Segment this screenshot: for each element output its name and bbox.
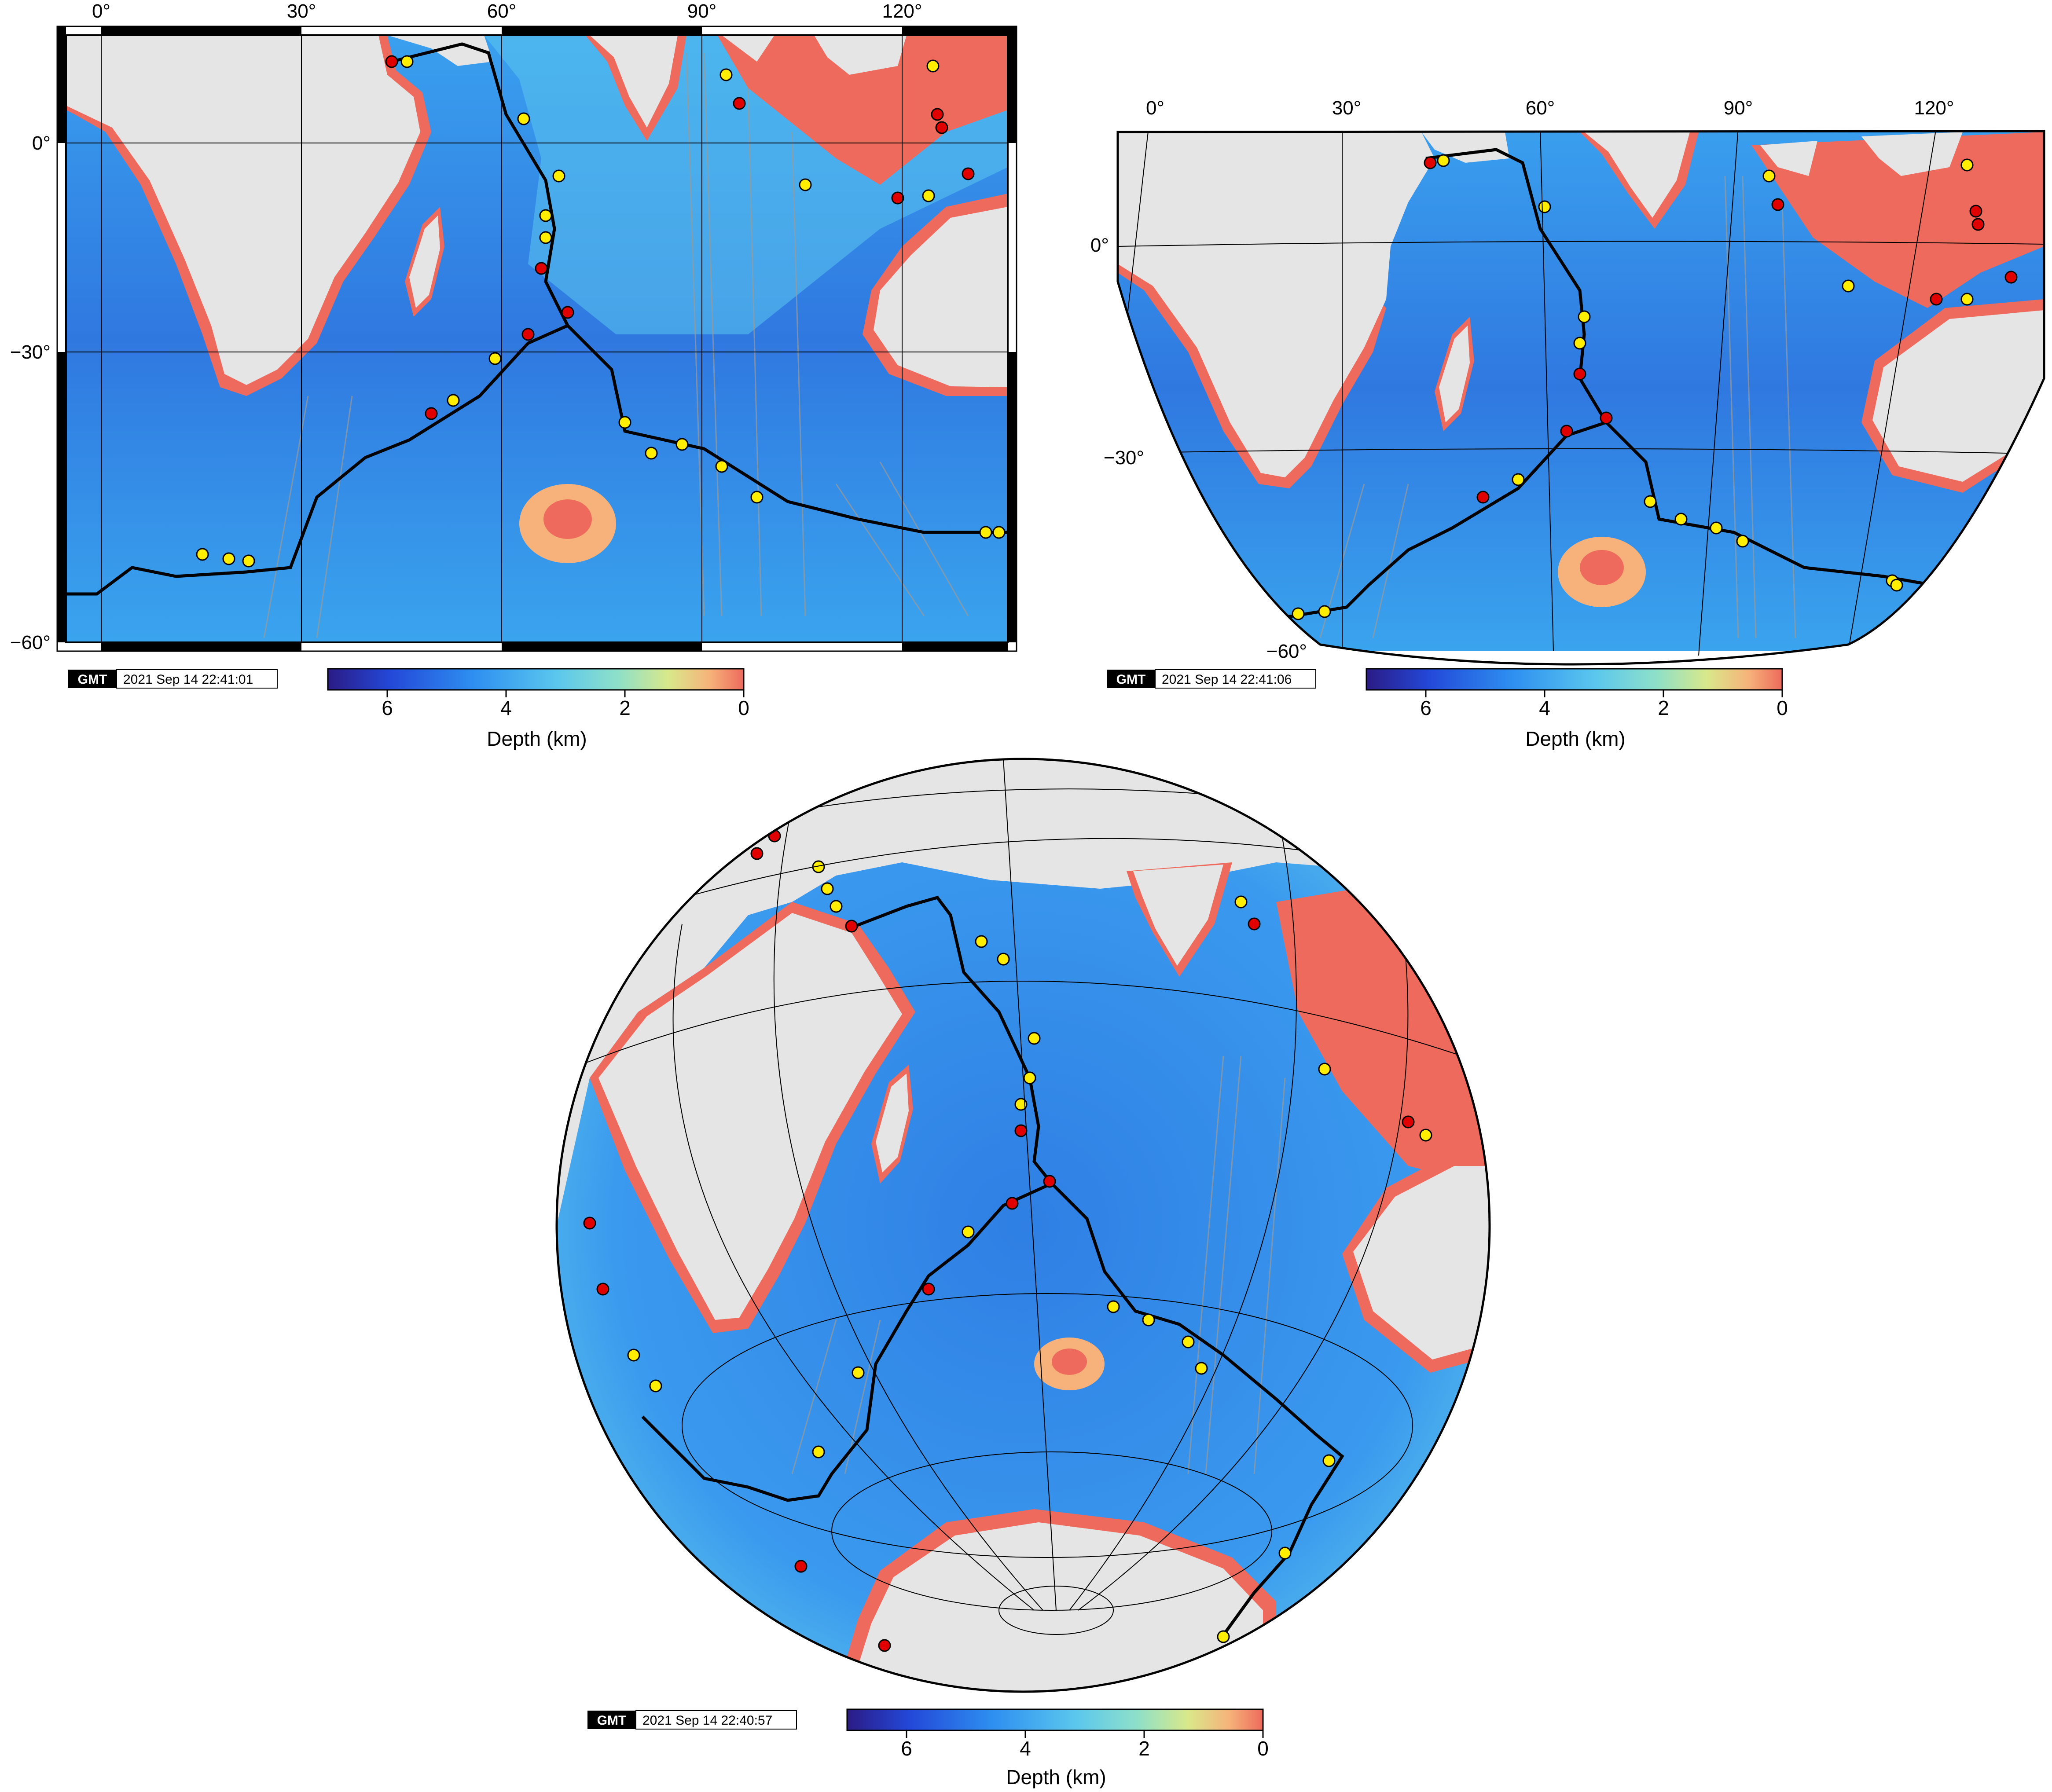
southeast-asia-land — [722, 35, 907, 75]
colorbar-tick: 0 — [1777, 696, 1788, 719]
gmt-logo-box — [587, 1711, 636, 1729]
conic-timestamp-stamp: GMT 2021 Sep 14 22:41:06 — [1107, 669, 1316, 689]
conic-colorbar: 6 4 2 0 Depth (km) — [1366, 668, 1788, 750]
colorbar-ramp — [846, 1708, 1264, 1731]
earthquake-markers — [196, 55, 1006, 568]
mercator-colorbar: 6 4 2 0 Depth (km) — [327, 668, 749, 750]
conic-map-body — [1118, 131, 2044, 656]
conic-lat-labels: 0° −30° −60° — [1090, 235, 1307, 662]
sunda-shelf — [717, 35, 1008, 185]
mid-ocean-ridges — [66, 42, 1008, 596]
madagascar-land — [409, 216, 440, 308]
timestamp: 2021 Sep 14 22:41:06 — [1162, 672, 1292, 687]
southeast-asia-land — [1760, 132, 1963, 176]
india-land — [590, 35, 678, 128]
gmt-logo: GMT — [597, 1713, 627, 1728]
colorbar-tick: 6 — [1420, 696, 1432, 719]
mercator-lon-label: 60° — [487, 0, 517, 22]
mercator-lat-labels: 0° −30° −60° — [10, 132, 51, 653]
gmt-logo: GMT — [1116, 672, 1146, 687]
colorbar-tick: 2 — [1138, 1737, 1150, 1760]
earthquake-markers — [1292, 154, 2018, 620]
arabia-land — [1421, 132, 1509, 163]
globe-colorbar: 6 4 2 0 Depth (km) — [846, 1708, 1269, 1788]
colorbar-tick: 6 — [901, 1737, 912, 1760]
conic-lon-label: 30° — [1332, 97, 1362, 119]
colorbar-tick: 2 — [619, 696, 631, 719]
colorbar-tick: 0 — [738, 696, 749, 719]
eurasia-land — [557, 759, 1490, 1225]
mercator-timestamp-stamp: GMT 2021 Sep 14 22:41:01 — [68, 669, 278, 689]
africa-land — [598, 913, 902, 1320]
globe-graticule — [580, 759, 1488, 1635]
shelf-band — [66, 35, 1008, 334]
colorbar-label: Depth (km) — [1006, 1766, 1106, 1788]
globe-map-body — [557, 759, 1490, 1692]
mercator-frame — [56, 26, 1017, 652]
colorbar-tick: 6 — [382, 696, 393, 719]
gmt-logo-box — [1107, 670, 1155, 688]
timestamp: 2021 Sep 14 22:41:01 — [123, 672, 253, 687]
mercator-lat-label: 0° — [32, 132, 51, 154]
mercator-lon-label: 120° — [882, 0, 922, 22]
mercator-graticule — [66, 35, 1008, 642]
mercator-lat-label: −60° — [10, 632, 51, 653]
conic-lon-label: 0° — [1146, 97, 1164, 119]
conic-frame — [1116, 130, 2045, 666]
timestamp: 2021 Sep 14 22:40:57 — [642, 1713, 772, 1728]
globe-timestamp-stamp: GMT 2021 Sep 14 22:40:57 — [587, 1710, 797, 1730]
mercator-lat-label: −30° — [10, 341, 51, 363]
conic-lon-label: 120° — [1914, 97, 1954, 119]
conic-lon-labels: 0° 30° 60° 90° 120° — [1146, 97, 1954, 119]
kerguelen-plateau-core — [1052, 1349, 1087, 1375]
mercator-lon-label: 30° — [287, 0, 316, 22]
globe-map: GMT 2021 Sep 14 22:40:57 6 4 2 0 Depth (… — [555, 758, 1491, 1788]
conic-lon-label: 90° — [1724, 97, 1753, 119]
mercator-map-body — [66, 35, 1008, 642]
gmt-logo-box — [68, 670, 117, 688]
africa-land — [66, 35, 420, 385]
gmt-logo: GMT — [78, 672, 107, 687]
colorbar-tick: 4 — [1020, 1737, 1031, 1760]
mercator-lon-label: 0° — [92, 0, 110, 22]
earthquake-markers — [583, 829, 1490, 1652]
madagascar-land — [1439, 326, 1470, 422]
madagascar-land — [876, 1074, 909, 1173]
kerguelen-plateau-core — [1580, 550, 1624, 585]
colorbar-label: Depth (km) — [1525, 727, 1625, 750]
sunda-shelf — [1751, 132, 2044, 308]
kerguelen-plateau-core — [543, 499, 592, 539]
mercator-lon-label: 90° — [687, 0, 717, 22]
africa-land — [1118, 132, 1435, 477]
conic-graticule — [1118, 131, 2044, 656]
india-land — [1584, 132, 1690, 218]
colorbar-tick: 2 — [1658, 696, 1669, 719]
mercator-lon-labels: 0° 30° 60° 90° 120° — [92, 0, 922, 22]
colorbar-ramp — [327, 668, 745, 691]
conic-lat-label: 0° — [1090, 235, 1109, 256]
australia-land — [874, 207, 1008, 387]
conic-lat-label: −60° — [1266, 641, 1307, 662]
mercator-map: 0° 30° 60° 90° 120° 0° −30° −60° GMT 202… — [10, 0, 1017, 750]
colorbar-ramp — [1366, 668, 1783, 691]
australia-land — [1353, 1166, 1490, 1360]
colorbar-tick: 4 — [500, 696, 512, 719]
conic-lat-label: −30° — [1104, 447, 1144, 469]
colorbar-tick: 4 — [1539, 696, 1550, 719]
colorbar-tick: 0 — [1257, 1737, 1269, 1760]
india-land — [1133, 865, 1223, 966]
conic-map: 0° 30° 60° 90° 120° 0° −30° −60° GMT 202… — [1090, 97, 2045, 750]
globe-outline — [555, 758, 1491, 1693]
australia-land — [1872, 310, 2044, 482]
conic-lon-label: 60° — [1526, 97, 1555, 119]
colorbar-label: Depth (km) — [487, 727, 587, 750]
